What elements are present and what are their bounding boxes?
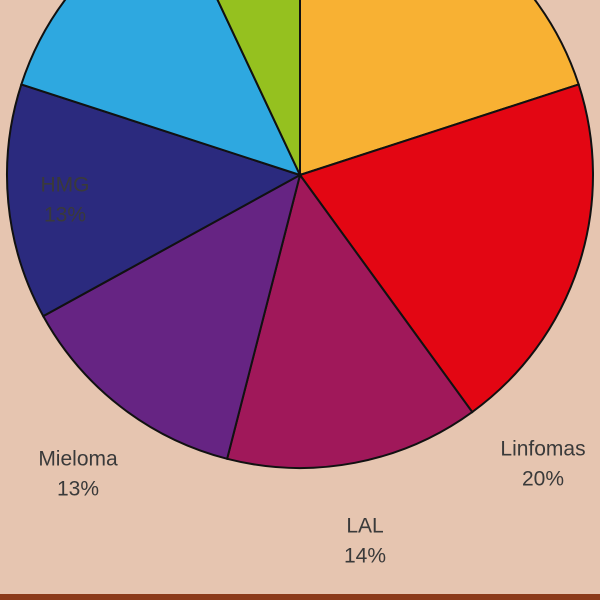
pie-slice [41, 173, 302, 461]
slice-value-label: 13% [57, 478, 99, 501]
pie-slice [298, 83, 594, 414]
pie-slice [299, 0, 580, 177]
pie-slice [6, 83, 303, 318]
slice-label: Mieloma [38, 448, 118, 471]
slice-value-label: 20% [522, 468, 564, 491]
pie-slice [225, 172, 474, 469]
pie-slice [20, 0, 302, 177]
slice-value-label: 14% [344, 545, 386, 568]
bottom-bar [0, 594, 600, 600]
slice-value-label: 13% [44, 204, 86, 227]
slice-label: HMG [41, 174, 90, 197]
pie-slice [216, 0, 301, 176]
slice-label: LAL [346, 515, 383, 538]
slice-label: Linfomas [500, 438, 585, 461]
